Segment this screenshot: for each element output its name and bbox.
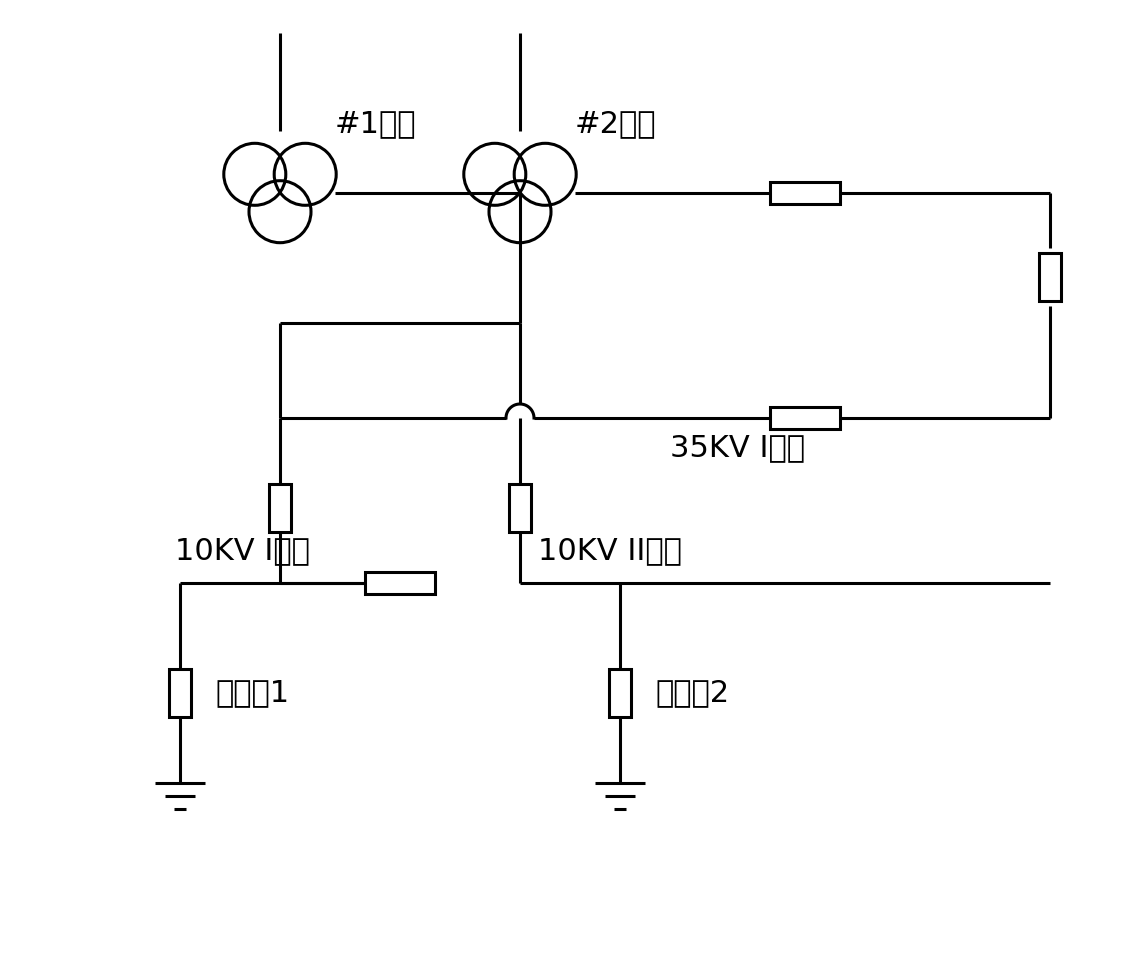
Bar [365,572,435,594]
Bar [169,669,191,717]
Bar [1039,253,1061,301]
Text: 10KV I母线: 10KV I母线 [175,536,310,565]
Text: #2主变: #2主变 [575,109,656,138]
Text: 35KV I母线: 35KV I母线 [670,433,805,462]
Text: 10KV II母线: 10KV II母线 [538,536,682,565]
Bar [508,484,531,532]
Bar [269,484,291,532]
Text: 小电源2: 小电源2 [655,678,729,707]
Bar [770,407,840,429]
Text: 小电源1: 小电源1 [215,678,289,707]
Bar [770,182,840,204]
Bar [609,669,631,717]
Text: #1主变: #1主变 [335,109,417,138]
